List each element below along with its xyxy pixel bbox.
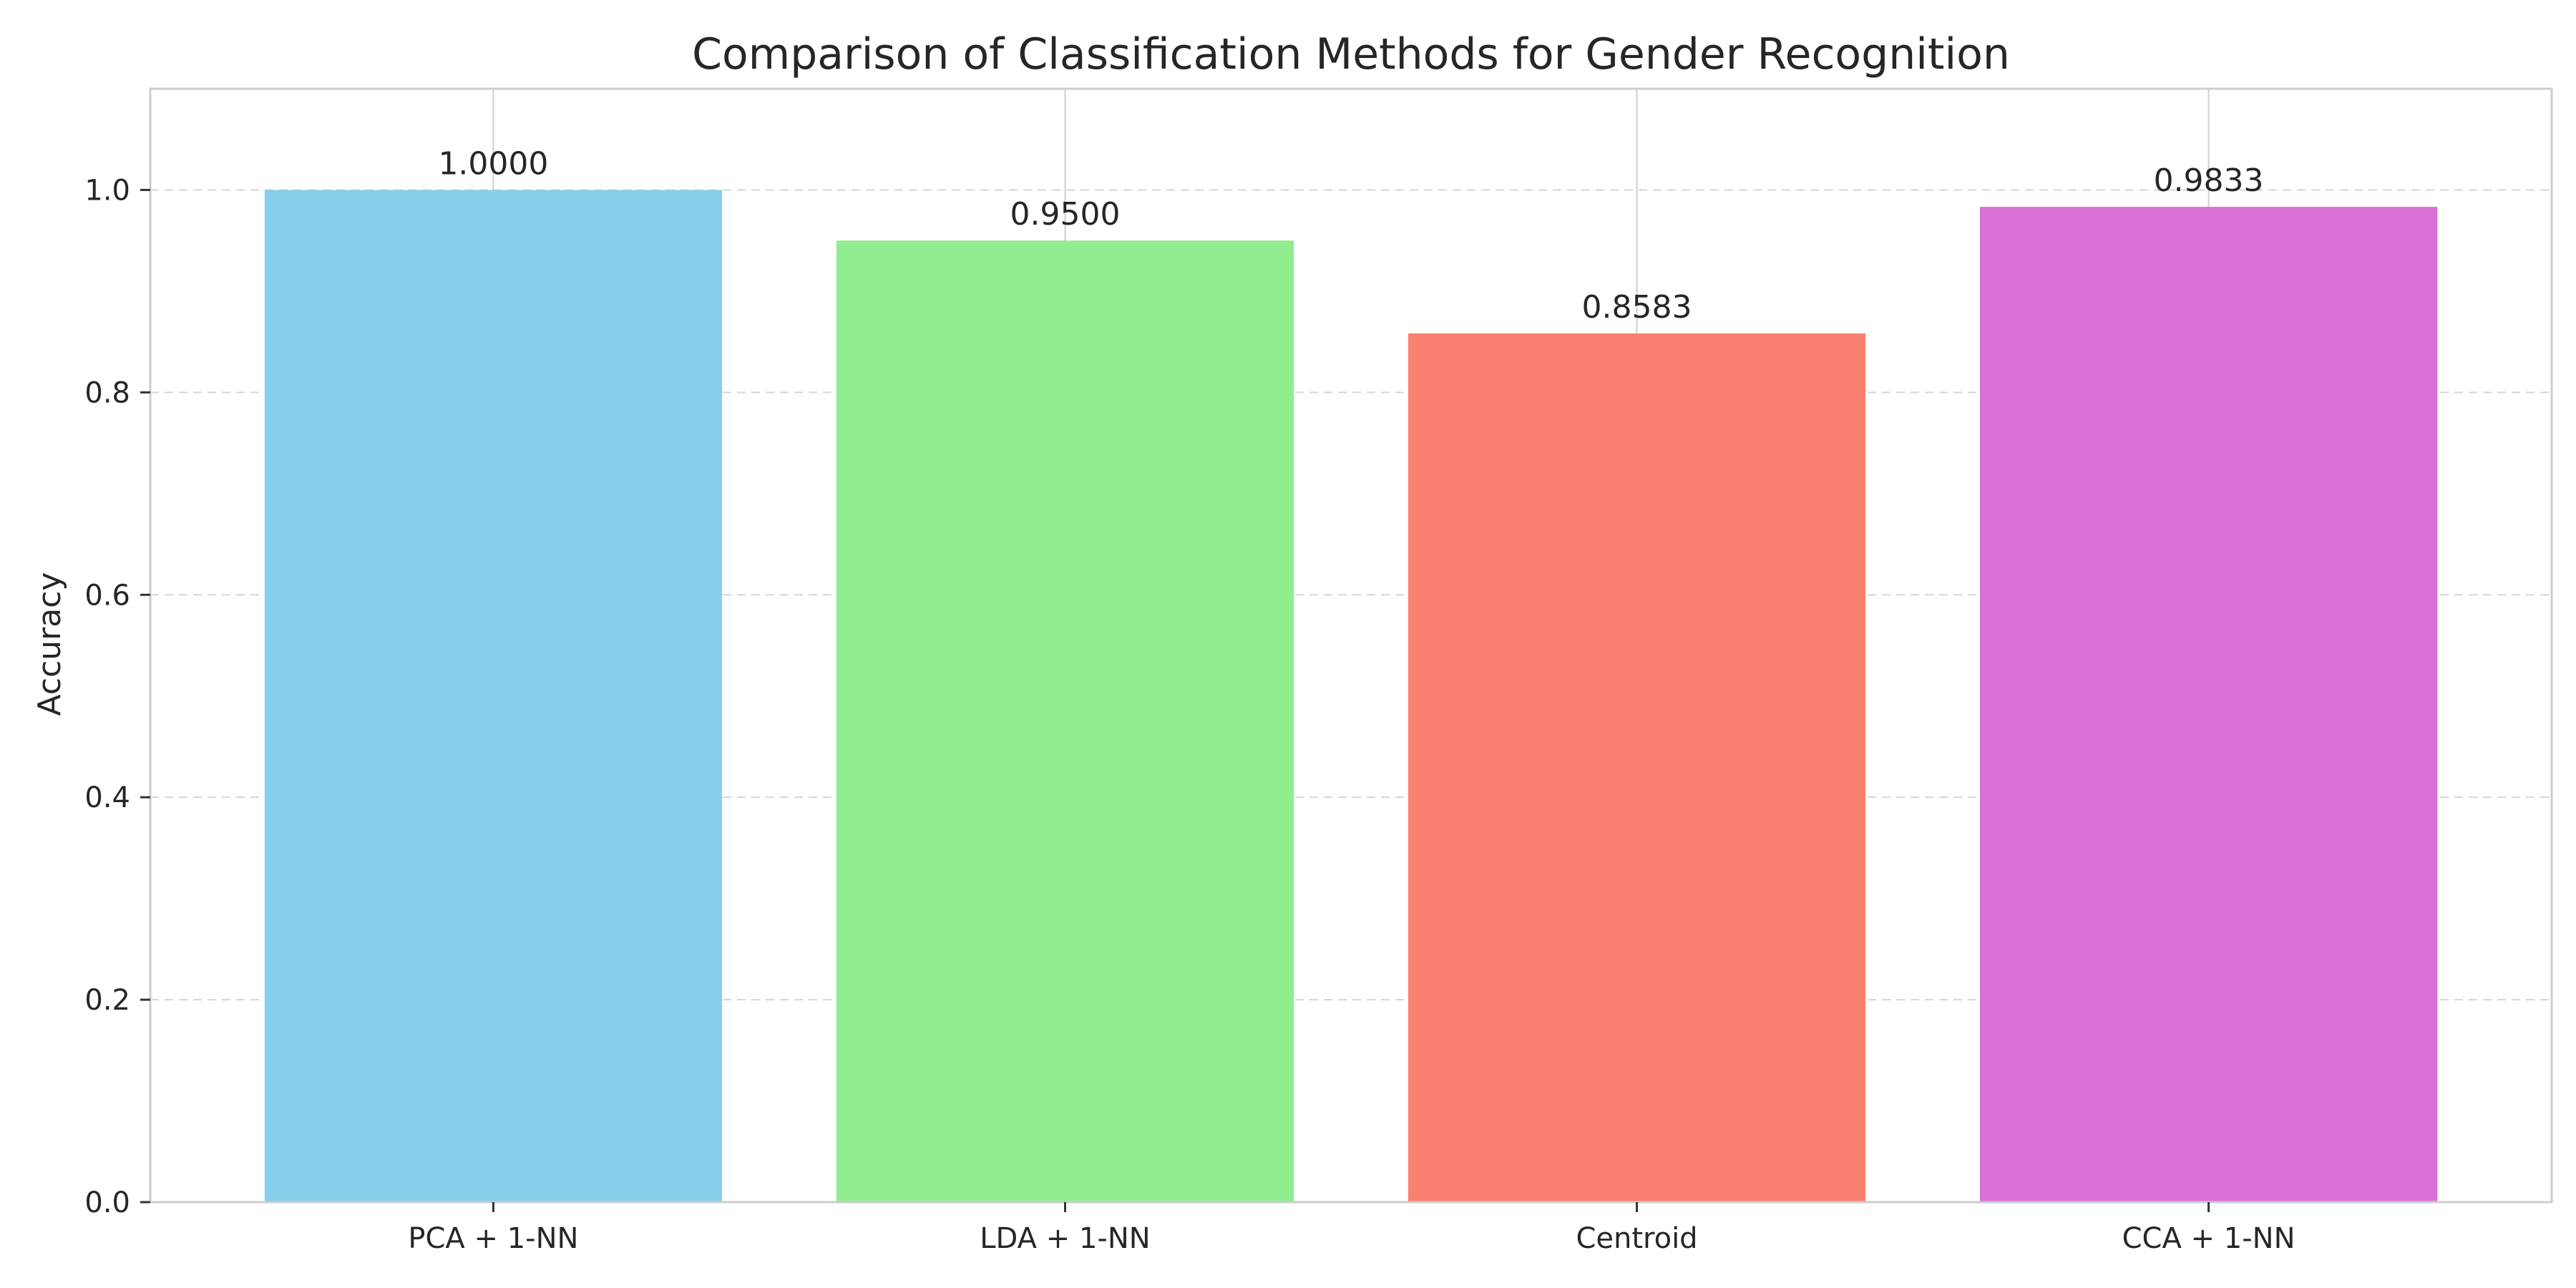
bar xyxy=(1407,333,1866,1202)
bars-layer xyxy=(264,190,2438,1203)
bar xyxy=(836,240,1294,1202)
y-tick-label: 0.2 xyxy=(84,984,130,1017)
y-tick-label: 0.8 xyxy=(84,376,130,409)
bar-value-label: 0.8583 xyxy=(1582,289,1692,326)
axes-layer xyxy=(140,87,2553,1212)
y-tick-label: 1.0 xyxy=(84,174,130,207)
y-tick-label: 0.0 xyxy=(84,1186,130,1219)
bar xyxy=(1979,207,2438,1203)
x-tick-label: LDA + 1-NN xyxy=(980,1222,1150,1255)
plot-frame xyxy=(149,87,2553,1204)
labels-layer: 0.0 0.2 0.4 0.6 0.8 1.0 PCA + 1-NN LDA + 1-NN Ce… xyxy=(84,145,2295,1255)
chart-title: Comparison of Classification Methods for… xyxy=(692,29,2010,79)
bar-value-label: 0.9500 xyxy=(1010,196,1120,233)
bar-value-label: 0.9833 xyxy=(2154,162,2264,199)
x-tick-label: PCA + 1-NN xyxy=(408,1222,578,1255)
bar xyxy=(264,190,723,1202)
bar-value-label: 1.0000 xyxy=(438,145,548,182)
y-axis-label: Accuracy xyxy=(31,572,68,716)
x-tick-label: CCA + 1-NN xyxy=(2122,1222,2296,1255)
x-tick-label: Centroid xyxy=(1576,1222,1697,1255)
y-tick-label: 0.6 xyxy=(84,579,130,612)
y-tick-label: 0.4 xyxy=(84,781,130,814)
